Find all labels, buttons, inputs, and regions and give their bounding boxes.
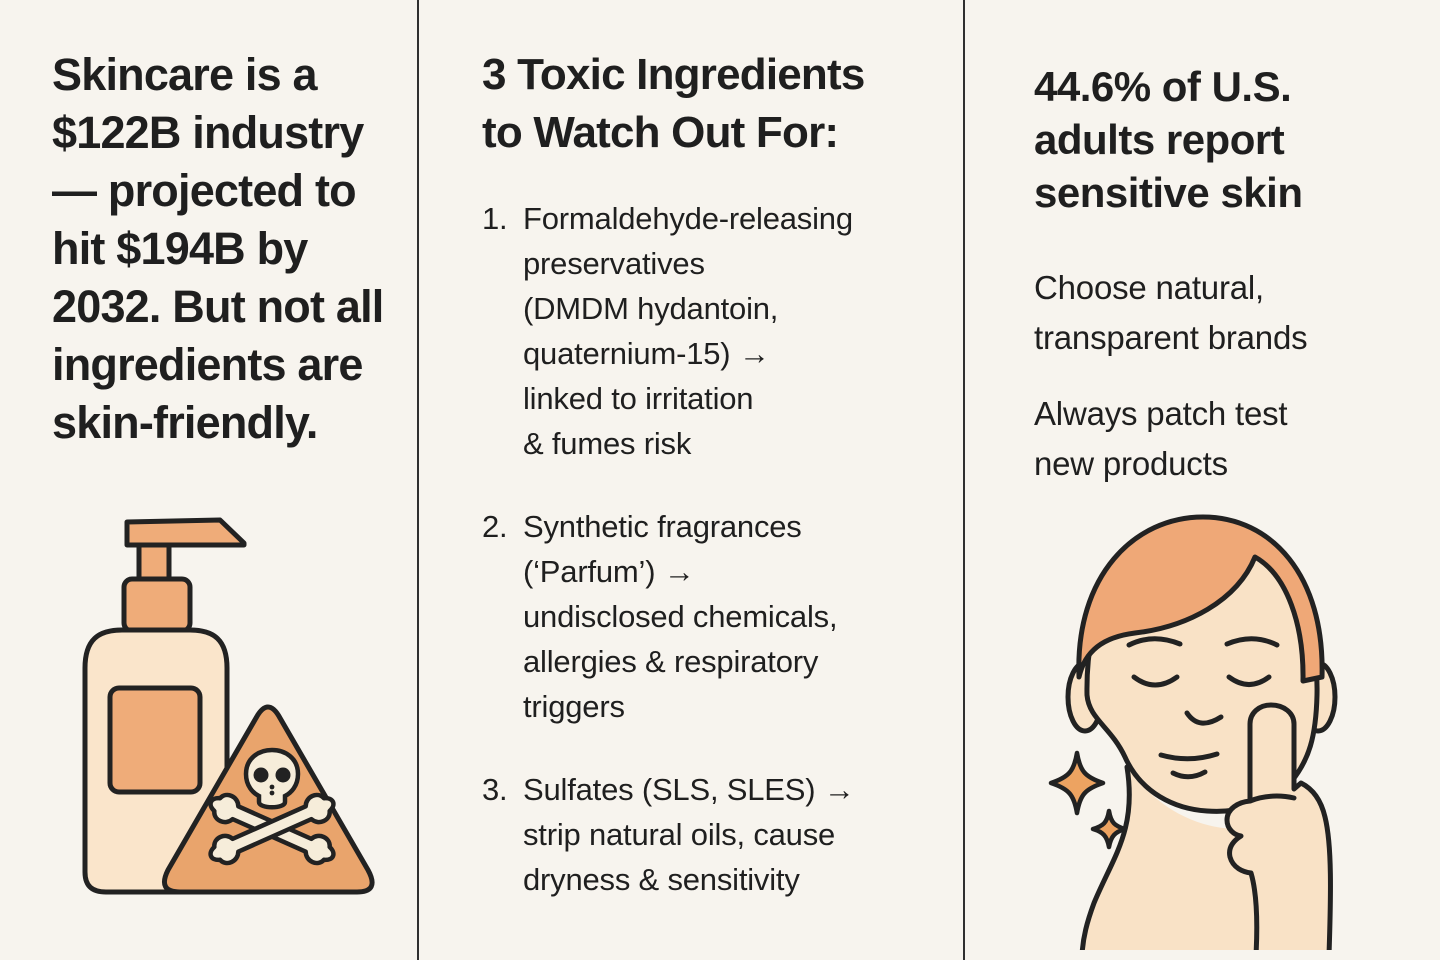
tip-patch-test: Always patch test new products [1034, 395, 1288, 482]
list-item-number: 1. [482, 201, 508, 236]
list-item-text: Sulfates (SLS, SLES) → strip natural oil… [523, 772, 855, 897]
face-illustration [1048, 514, 1338, 950]
toxic-ingredients-list: 1. Formaldehyde-releasing preservatives … [482, 196, 963, 902]
list-item: 2. Synthetic fragrances (‘Parfum’) → und… [482, 504, 963, 729]
column-divider [417, 0, 419, 960]
column-divider [963, 0, 965, 960]
skull-crossbones-icon [208, 747, 336, 866]
sparkle-icon [1048, 750, 1128, 850]
panel-industry-stat: Skincare is a $122B industry — projected… [0, 0, 417, 960]
sensitive-skin-stat: 44.6% of U.S. adults report sensitive sk… [1034, 63, 1303, 216]
toxic-warning-triangle-icon [162, 704, 375, 895]
face-features [1126, 636, 1280, 780]
list-item-number: 2. [482, 509, 508, 544]
list-item: 3. Sulfates (SLS, SLES) → strip natural … [482, 767, 963, 902]
tip-choose-natural: Choose natural, transparent brands [1034, 269, 1308, 356]
list-item: 1. Formaldehyde-releasing preservatives … [482, 196, 963, 466]
list-item-number: 3. [482, 772, 508, 807]
list-item-text: Synthetic fragrances (‘Parfum’) → undisc… [523, 509, 838, 724]
toxic-ingredients-heading: 3 Toxic Ingredients to Watch Out For: [482, 50, 865, 157]
hand-finger-icon [1224, 702, 1333, 950]
industry-headline: Skincare is a $122B industry — projected… [52, 49, 384, 448]
list-item-text: Formaldehyde-releasing preservatives (DM… [523, 201, 853, 461]
panel-sensitive-skin: 44.6% of U.S. adults report sensitive sk… [965, 0, 1440, 960]
pump-bottle-toxic-warning-icon [82, 517, 375, 895]
hair-shape [1076, 514, 1325, 684]
panel-toxic-ingredients: 3 Toxic Ingredients to Watch Out For: 1.… [419, 0, 963, 960]
